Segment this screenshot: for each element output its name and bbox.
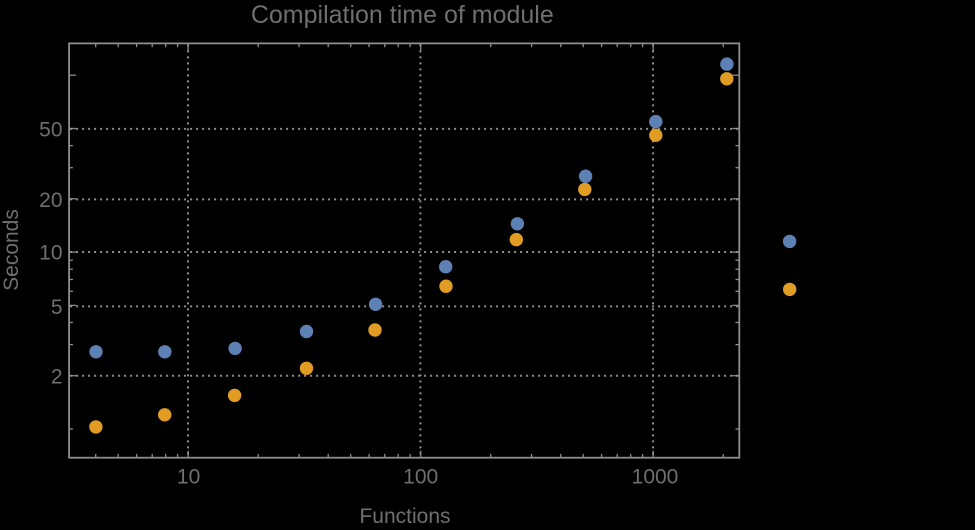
svg-text:10: 10: [177, 465, 200, 488]
svg-text:Seconds: Seconds: [0, 209, 23, 291]
svg-text:10: 10: [39, 242, 62, 265]
svg-text:100: 100: [403, 465, 438, 488]
svg-text:2: 2: [51, 365, 63, 388]
svg-text:Functions: Functions: [359, 505, 450, 525]
svg-text:1000: 1000: [632, 465, 679, 488]
svg-text:5: 5: [51, 296, 63, 319]
svg-text:Compilation time of module: Compilation time of module: [251, 1, 554, 29]
svg-text:20: 20: [39, 189, 62, 212]
svg-text:50: 50: [39, 119, 62, 142]
